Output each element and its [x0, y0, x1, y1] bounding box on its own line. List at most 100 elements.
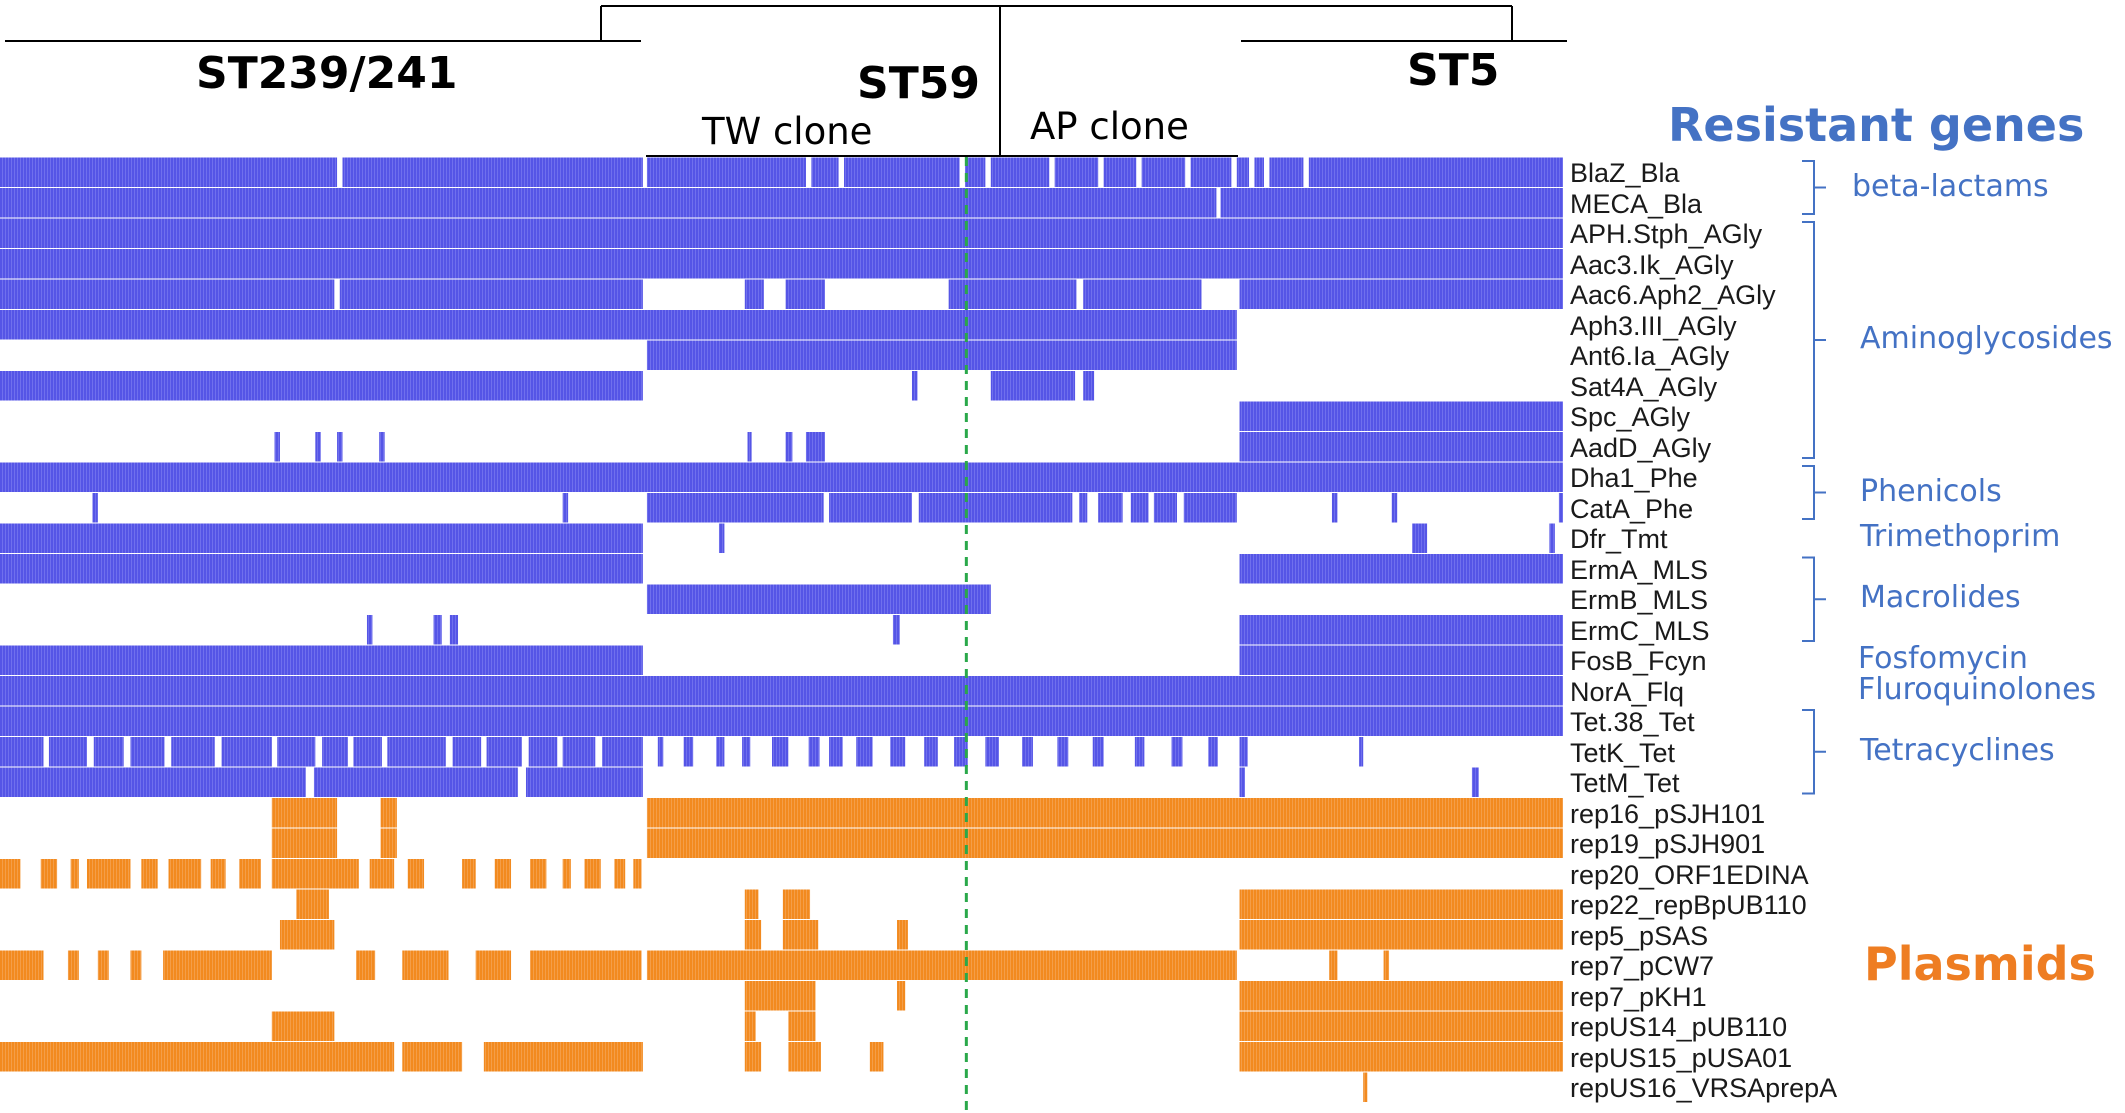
heatmap-row: [0, 767, 1479, 797]
heatmap-row: [92, 493, 1563, 523]
heatmap-cell: [646, 584, 991, 614]
heatmap-cell: [646, 157, 806, 187]
heatmap-row: [366, 615, 1563, 645]
heatmap-cell: [0, 859, 21, 889]
heatmap-cell: [829, 493, 912, 523]
group-bracket: [1802, 221, 1826, 459]
heatmap-cell: [646, 493, 824, 523]
heatmap-cell: [271, 828, 338, 858]
heatmap-cell: [646, 950, 1237, 980]
gene-label: Spc_AGly: [1570, 402, 1691, 432]
heatmap-cell: [744, 889, 759, 919]
group-label: Fosfomycin: [1858, 641, 2028, 677]
heatmap-cell: [1183, 493, 1237, 523]
heatmap-cell: [380, 828, 397, 858]
heatmap-cell: [948, 279, 1077, 309]
heatmap-cell: [1239, 615, 1563, 645]
heatmap-cell: [1239, 432, 1563, 462]
heatmap-cell: [530, 859, 547, 889]
heatmap-cell: [296, 889, 329, 919]
heatmap-row: [0, 737, 1364, 767]
heatmap-cell: [315, 432, 321, 462]
heatmap-cell: [1057, 737, 1069, 767]
clone-label-tw: TW clone: [702, 110, 873, 153]
heatmap-cell: [1329, 950, 1338, 980]
phylogeny-tree: [5, 5, 1567, 157]
gene-label: MECA_Bla: [1570, 188, 1703, 219]
heatmap-cell: [387, 737, 446, 767]
heatmap-row: [271, 828, 1563, 858]
heatmap-cell: [171, 737, 215, 767]
gene-label: CatA_Phe: [1570, 493, 1694, 524]
heatmap-cell: [964, 157, 986, 187]
heatmap-cell: [279, 920, 335, 950]
gene-label: rep7_pCW7: [1570, 951, 1715, 981]
gene-label: repUS16_VRSAprepA: [1570, 1073, 1838, 1103]
heatmap-cell: [271, 859, 359, 889]
heatmap-cell: [744, 920, 762, 950]
group-label: Macrolides: [1860, 580, 2021, 616]
heatmap-cell: [313, 767, 518, 797]
gene-label: Aac6.Aph2_AGly: [1570, 280, 1776, 310]
heatmap-row: [0, 554, 1563, 584]
group-bracket: [1802, 709, 1826, 795]
heatmap-cell: [1363, 1072, 1368, 1102]
heatmap-cell: [1471, 767, 1479, 797]
gene-label: NorA_Flq: [1570, 676, 1685, 707]
gene-label: rep19_pSJH901: [1570, 829, 1766, 859]
heatmap-cell: [771, 737, 789, 767]
heatmap-cell: [782, 920, 819, 950]
group-label: Fluroquinolones: [1858, 671, 2097, 707]
gene-label: rep20_ORF1EDINA: [1570, 859, 1809, 890]
heatmap-cell: [1236, 157, 1250, 187]
heatmap-cell: [1239, 401, 1563, 431]
group-brackets: [1802, 160, 1826, 795]
heatmap-cell: [890, 737, 906, 767]
heatmap-cell: [494, 859, 512, 889]
heatmap-cell: [1239, 279, 1563, 309]
heatmap-cell: [646, 340, 1237, 370]
heatmap-cell: [1549, 523, 1555, 553]
heatmap-cell: [0, 462, 1563, 492]
heatmap-row: [1239, 401, 1563, 431]
heatmap-row: [0, 706, 1563, 736]
heatmap-cell: [744, 279, 764, 309]
heatmap-row: [0, 462, 1563, 492]
heatmap-cell: [1022, 737, 1033, 767]
heatmap-cell: [0, 157, 338, 187]
heatmap-cell: [0, 218, 1563, 248]
heatmap-cell: [897, 981, 906, 1011]
heatmap-row: [271, 1011, 1563, 1041]
heatmap-cell: [954, 737, 968, 767]
gene-label: Sat4A_AGly: [1570, 371, 1718, 402]
heatmap-cell: [614, 859, 626, 889]
heatmap-row: [1363, 1072, 1368, 1102]
heatmap-cell: [782, 889, 811, 919]
heatmap-cell: [829, 737, 843, 767]
gene-label: AadD_AGly: [1570, 432, 1712, 463]
heatmap: [0, 157, 1563, 1113]
heatmap-cell: [1558, 493, 1563, 523]
heatmap-cell: [380, 798, 397, 828]
heatmap-cell: [1054, 157, 1099, 187]
heatmap-cell: [379, 432, 385, 462]
heatmap-cell: [1171, 737, 1183, 767]
heatmap-cell: [1239, 889, 1563, 919]
heatmap-cell: [646, 798, 1563, 828]
heatmap-cell: [530, 950, 642, 980]
heatmap-cell: [1239, 920, 1563, 950]
heatmap-cell: [646, 828, 1563, 858]
heatmap-cell: [141, 859, 158, 889]
heatmap-row: [646, 584, 991, 614]
heatmap-cell: [130, 737, 165, 767]
heatmap-cell: [1391, 493, 1398, 523]
heatmap-cell: [1092, 737, 1104, 767]
heatmap-cell: [97, 950, 109, 980]
heatmap-cell: [86, 859, 131, 889]
heatmap-cell: [271, 798, 338, 828]
gene-label: rep7_pKH1: [1570, 981, 1707, 1012]
heatmap-row: [0, 523, 1555, 553]
heatmap-cell: [271, 1011, 335, 1041]
heatmap-cell: [0, 310, 1237, 340]
